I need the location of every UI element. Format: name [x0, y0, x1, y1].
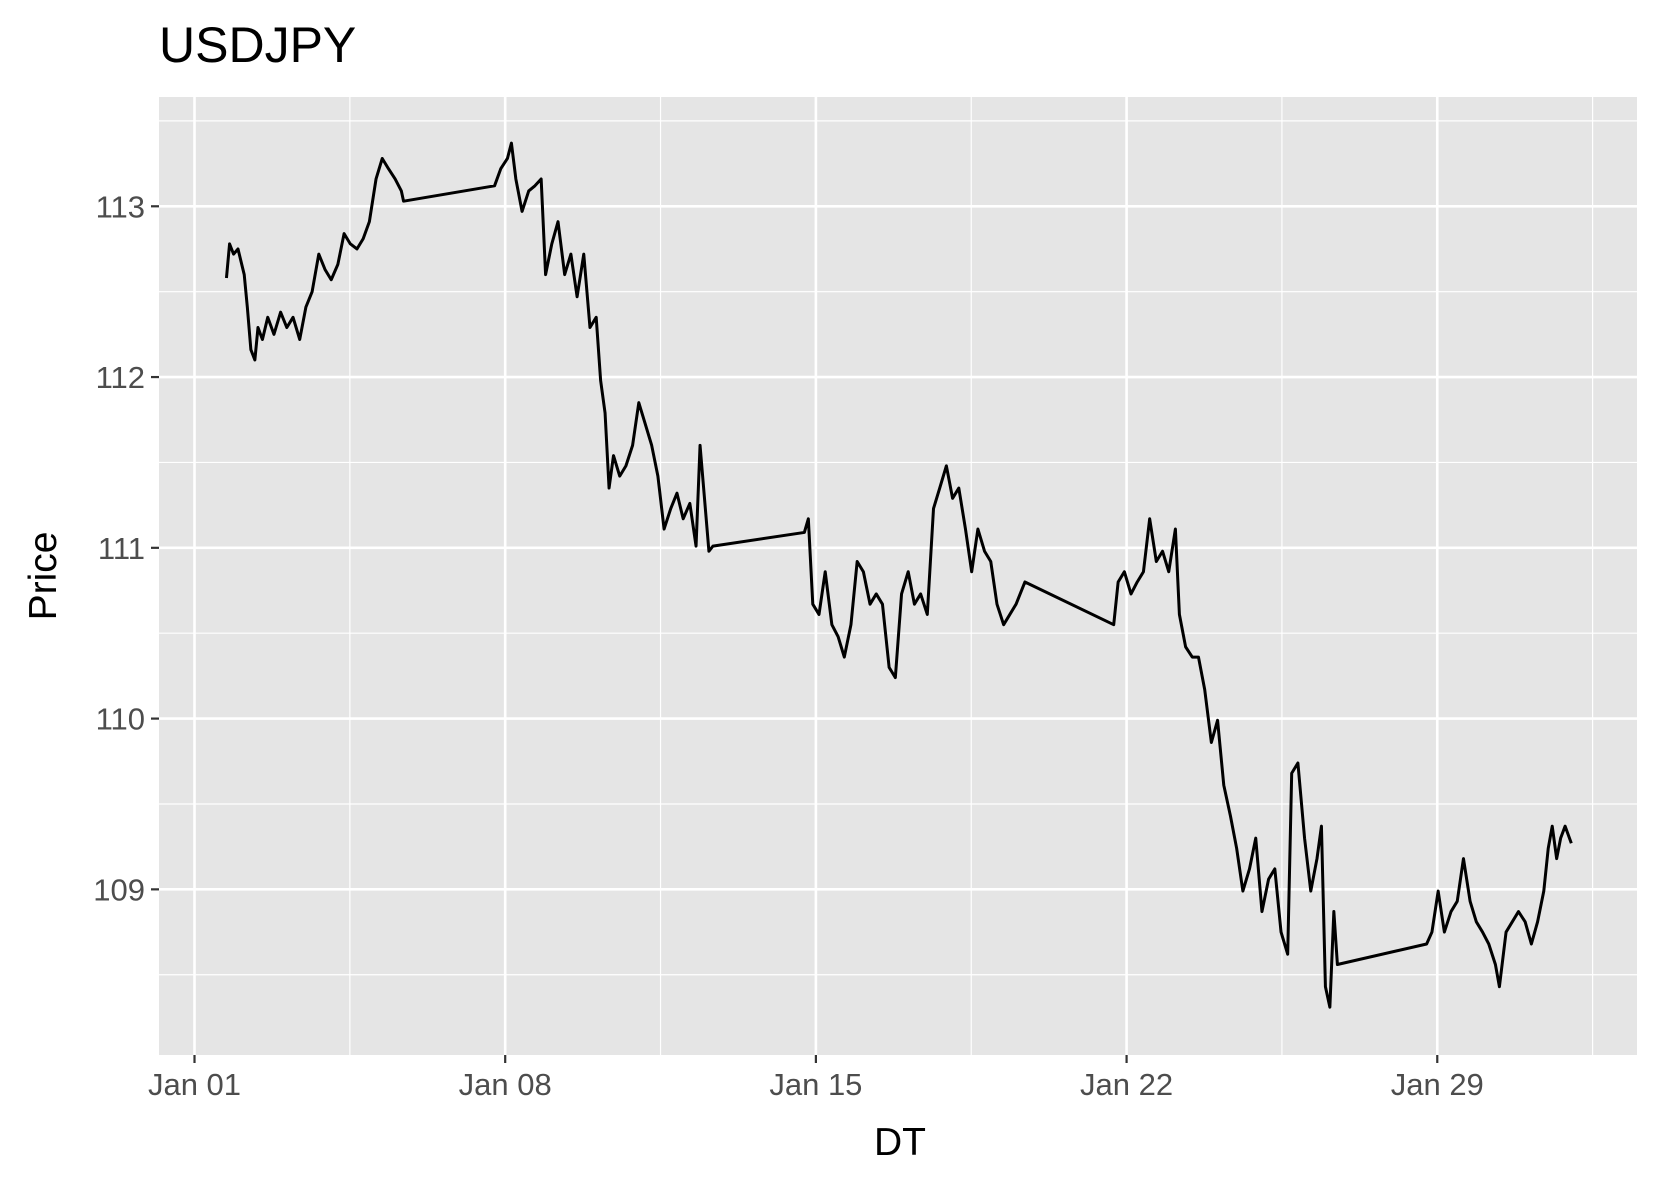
y-tick-label: 109	[93, 872, 145, 907]
x-tick-label: Jan 15	[769, 1067, 862, 1102]
x-tick-label: Jan 22	[1080, 1067, 1173, 1102]
plot-panel	[159, 97, 1637, 1055]
y-axis-title: Price	[22, 532, 65, 621]
chart-title: USDJPY	[159, 17, 356, 73]
y-tick-label: 110	[96, 702, 145, 737]
price-line	[224, 141, 1573, 1009]
y-tick-label: 111	[98, 531, 145, 566]
x-tick-label: Jan 01	[148, 1067, 241, 1102]
x-tick-label: Jan 08	[459, 1067, 552, 1102]
y-tick-label: 113	[96, 189, 145, 224]
x-axis-title: DT	[874, 1121, 926, 1164]
y-tick-label: 112	[96, 360, 145, 395]
x-tick-label: Jan 29	[1391, 1067, 1484, 1102]
